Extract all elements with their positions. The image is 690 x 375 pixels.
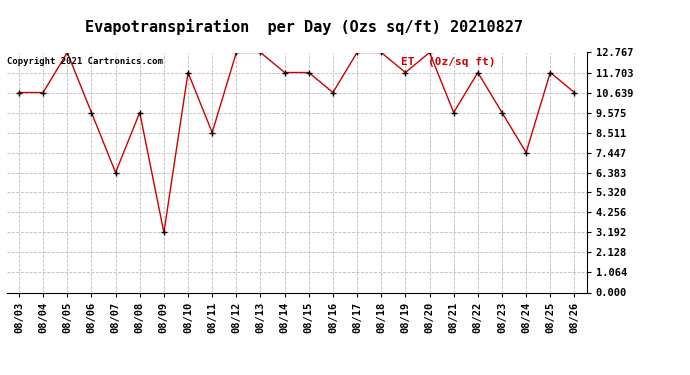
- Text: ET  (0z/sq ft): ET (0z/sq ft): [401, 57, 495, 67]
- Text: Copyright 2021 Cartronics.com: Copyright 2021 Cartronics.com: [8, 57, 164, 66]
- Text: Evapotranspiration  per Day (Ozs sq/ft) 20210827: Evapotranspiration per Day (Ozs sq/ft) 2…: [85, 19, 522, 35]
